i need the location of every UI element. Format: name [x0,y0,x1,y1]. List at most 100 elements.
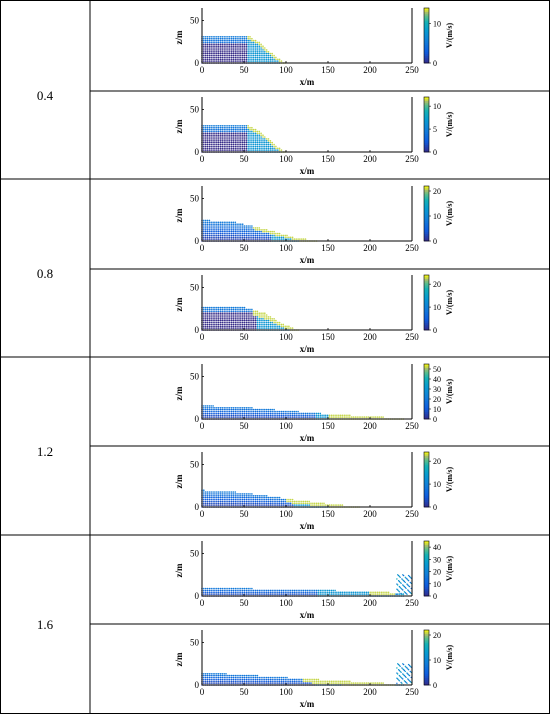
particle [204,414,207,417]
particle [273,323,275,326]
particle [240,325,242,328]
particle [216,229,218,231]
colorbar-tick-label: 10 [433,656,441,665]
colorbar-segment [424,386,429,389]
particle [319,414,322,417]
particle [330,504,333,506]
particle [221,143,224,146]
particle [267,500,270,503]
particle [227,132,229,135]
colorbar-segment [424,106,429,109]
particle [249,36,251,38]
particle [306,414,309,417]
particle [280,504,283,506]
particle [230,56,233,59]
particle [236,230,238,233]
particle [225,134,227,136]
colorbar-segment [424,295,429,298]
particle [280,589,283,592]
particle [280,412,283,415]
particle [245,674,248,677]
colorbar-segment [424,206,429,209]
particle [230,680,233,683]
particle [249,493,251,495]
particle [204,504,207,506]
particle [206,47,209,49]
colorbar-segment [424,328,429,331]
particle [302,500,305,503]
colorbar-segment [424,308,429,311]
particle [221,416,224,418]
particle [210,589,212,592]
particle [271,60,273,62]
particle [260,676,262,679]
particle [338,504,340,506]
particle [262,230,264,233]
particle [238,682,240,684]
particle [210,45,212,47]
particle [217,593,220,595]
particle [262,47,264,49]
colorbar-segment [424,298,429,302]
particle [254,327,257,329]
particle [271,232,273,235]
particle [236,306,238,309]
particle [271,58,273,61]
particle [251,316,253,318]
particle [206,54,209,57]
particle [206,128,209,131]
particle [289,682,292,684]
particle [204,676,207,679]
particle [271,676,273,679]
particle [203,414,205,417]
particle [210,132,212,135]
particle [212,306,214,309]
particle [251,676,253,679]
particle [252,591,255,594]
particle [262,314,264,316]
particle [208,407,211,409]
particle [225,325,227,328]
particle [330,416,333,418]
particle [262,312,264,314]
particle [227,60,229,62]
particle [241,125,244,127]
colorbar-segment [424,488,429,491]
particle [238,414,240,417]
particle [214,229,216,231]
particle [260,232,262,235]
particle [219,308,222,311]
particle [264,52,266,55]
particle [334,682,336,684]
particle [288,412,290,415]
particle [256,45,259,47]
particle [243,136,246,138]
particle [251,47,253,49]
particle [240,60,242,62]
particle [240,140,242,142]
particle [216,410,218,413]
particle [269,498,272,501]
colorbar-segment [424,670,429,673]
particle [241,318,244,320]
particle [249,587,251,590]
particle [232,496,235,499]
particle [240,51,242,53]
particle [212,227,214,229]
particle [212,52,214,55]
particle [214,587,216,590]
particle [295,678,297,681]
particle [243,45,246,47]
particle [219,45,222,47]
particle [240,232,242,235]
particle [228,491,231,493]
colorbar-segment [424,141,429,144]
particle [240,676,242,679]
particle [221,236,224,239]
particle [249,680,251,683]
particle [228,682,231,684]
particle [208,130,211,133]
particle [241,416,244,418]
colorbar-segment [424,505,429,508]
particle [225,132,227,135]
